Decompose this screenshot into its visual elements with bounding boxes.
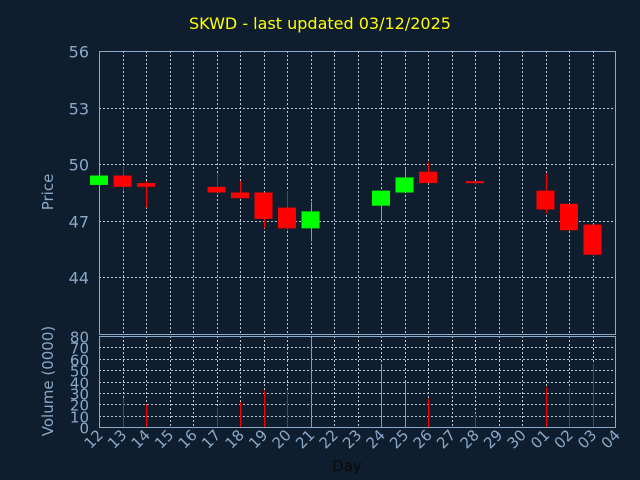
volume-tick-label: 60 [70, 352, 89, 370]
volume-tick-label: 40 [70, 375, 89, 393]
candle-body [372, 190, 390, 206]
volume-tick-label: 20 [70, 397, 89, 415]
x-tick-label: 25 [386, 426, 412, 452]
x-tick-label: 18 [222, 426, 248, 452]
x-tick-label: 16 [175, 426, 201, 452]
x-tick-label: 26 [410, 426, 436, 452]
volume-tick-label: 70 [70, 340, 89, 358]
volume-tick-label: 10 [70, 409, 89, 427]
candle-body [254, 192, 273, 219]
price-tick-label: 53 [69, 100, 89, 119]
x-tick-label: 21 [292, 426, 318, 452]
candle-body [536, 190, 555, 210]
x-tick-label: 30 [504, 426, 530, 452]
price-tick-label: 47 [69, 213, 89, 232]
candle-body [301, 211, 320, 229]
volume-plot-frame [99, 336, 616, 428]
x-tick-label: 02 [551, 426, 577, 452]
candle-body [207, 186, 226, 193]
candle-body [419, 171, 437, 184]
x-tick-label: 01 [527, 426, 553, 452]
candle-body [278, 207, 296, 229]
price-tick-label: 44 [69, 269, 89, 288]
candle-body [395, 177, 414, 193]
price-tick-label: 50 [69, 156, 89, 175]
x-tick-label: 24 [363, 426, 389, 452]
x-tick-label: 19 [245, 426, 271, 452]
candle-body [113, 175, 132, 187]
price-axis-label: Price [39, 174, 57, 211]
x-tick-label: 22 [316, 426, 342, 452]
x-tick-label: 03 [574, 426, 600, 452]
x-tick-label: 13 [104, 426, 130, 452]
volume-tick-label: 0 [79, 420, 89, 438]
volume-axis-label: Volume (0000) [39, 326, 57, 436]
x-tick-label: 14 [128, 426, 154, 452]
price-tick-label: 56 [69, 43, 89, 62]
candle-body [137, 183, 155, 187]
x-tick-label: 23 [339, 426, 365, 452]
x-tick-label: 27 [433, 426, 459, 452]
volume-tick-label: 80 [70, 329, 89, 347]
x-tick-label: 20 [269, 426, 295, 452]
candle-body [90, 175, 108, 185]
price-plot-frame [99, 51, 616, 335]
candle-body [583, 224, 602, 255]
candle-body [231, 192, 249, 199]
x-tick-label: 28 [457, 426, 483, 452]
x-tick-label: 15 [151, 426, 177, 452]
volume-tick-label: 30 [70, 386, 89, 404]
x-tick-label: 29 [480, 426, 506, 452]
candle-body [466, 181, 484, 184]
volume-tick-label: 50 [70, 363, 89, 381]
candle-body [560, 203, 578, 231]
chart-title: SKWD - last updated 03/12/2025 [189, 14, 451, 33]
x-tick-label: 17 [198, 426, 224, 452]
x-axis-label: Day [332, 457, 362, 475]
x-tick-label: 04 [598, 426, 624, 452]
